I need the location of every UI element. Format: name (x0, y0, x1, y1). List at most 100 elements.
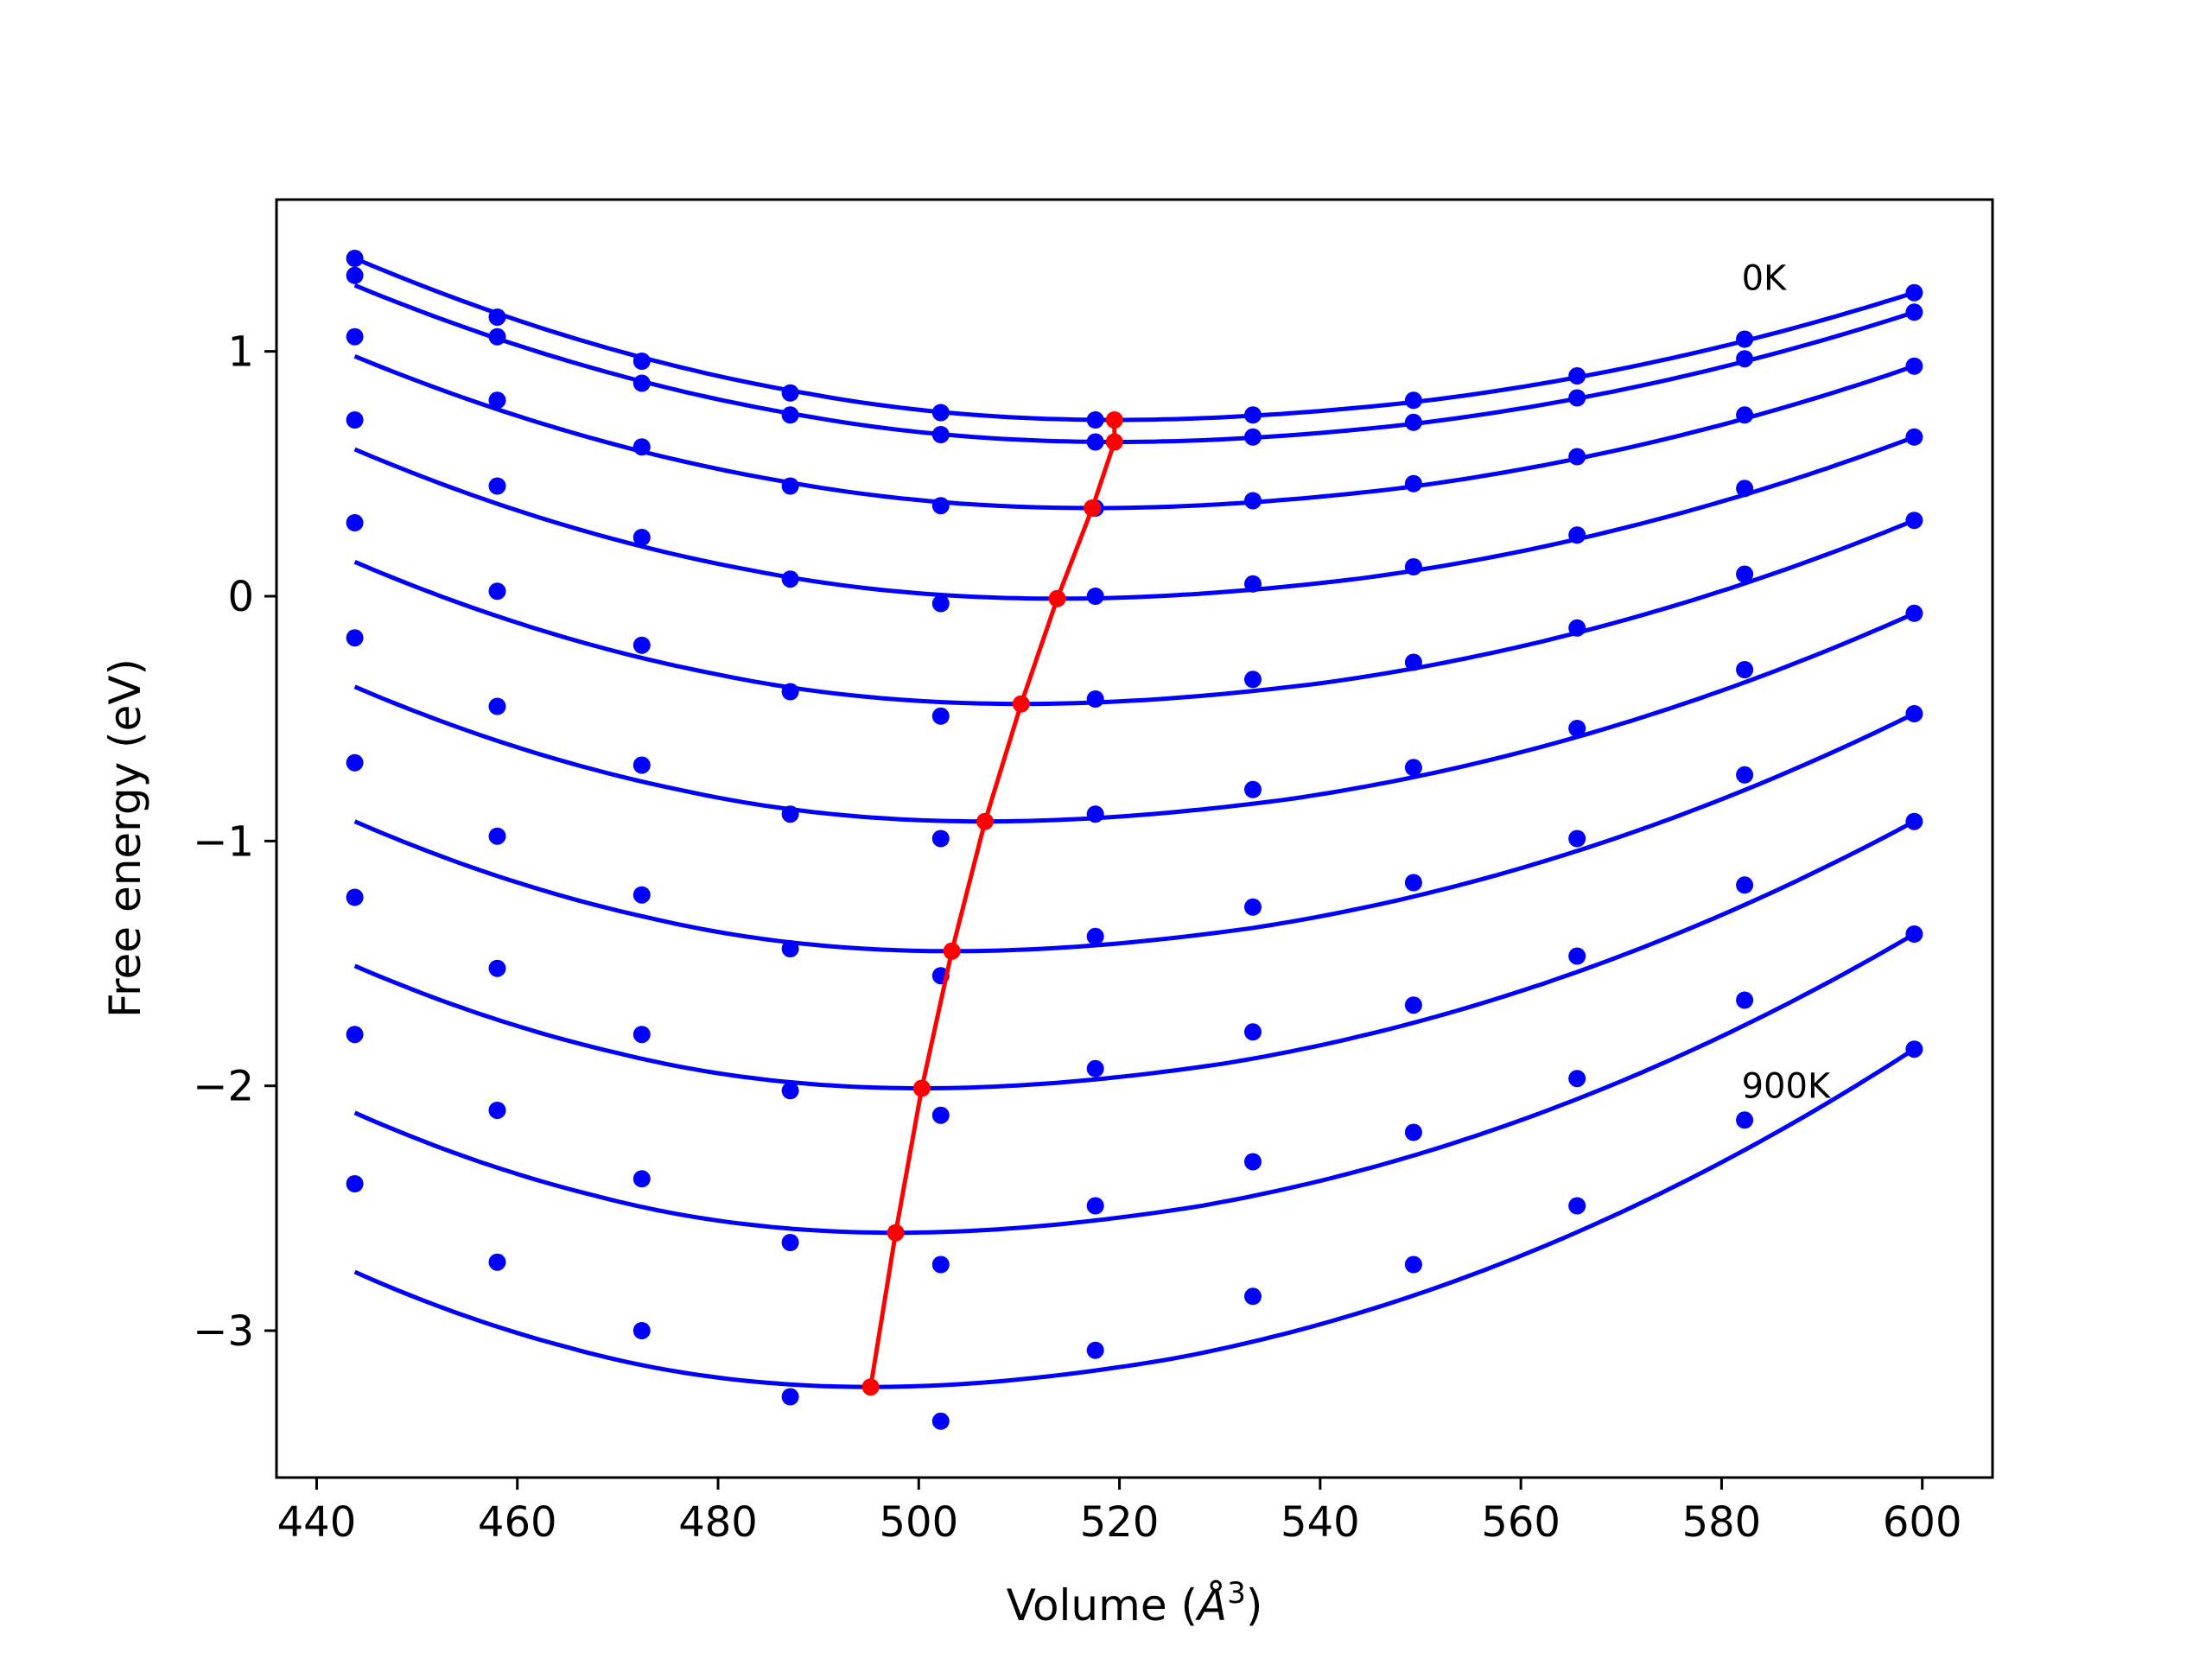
data-point (781, 683, 799, 701)
data-point (931, 1412, 950, 1430)
data-point (632, 529, 651, 546)
data-point (1568, 389, 1586, 407)
data-point (931, 497, 950, 515)
data-point (1244, 780, 1262, 798)
data-point (781, 1082, 799, 1100)
data-point (931, 830, 950, 848)
data-point (781, 384, 799, 402)
data-point (1404, 759, 1422, 777)
data-point (1086, 1059, 1104, 1077)
x-tick-label: 500 (879, 1498, 958, 1547)
data-point (1404, 391, 1422, 410)
data-point (632, 1170, 651, 1188)
data-point (1568, 1070, 1586, 1088)
data-point (1905, 1040, 1923, 1058)
data-point (632, 886, 651, 904)
data-point (781, 406, 799, 424)
data-point (632, 1026, 651, 1044)
data-point (1244, 406, 1262, 424)
data-point (1086, 1197, 1104, 1215)
fit-curve-4 (353, 518, 1916, 707)
data-point (1086, 588, 1104, 605)
data-point (632, 438, 651, 456)
minimum-point (912, 1079, 931, 1097)
data-point (1736, 1111, 1754, 1129)
x-tick-label: 600 (1883, 1498, 1962, 1547)
axes-frame (275, 198, 1994, 1479)
data-point (346, 1175, 364, 1192)
data-point (488, 477, 506, 495)
data-point (1404, 1255, 1422, 1274)
data-point (781, 940, 799, 957)
fit-curve-5 (353, 611, 1916, 824)
data-point (346, 888, 364, 906)
minima-line (868, 420, 1117, 1388)
x-tick-label: 460 (478, 1498, 557, 1547)
data-point (488, 1253, 506, 1271)
data-point (1244, 575, 1262, 593)
annotation-label: 900K (1742, 1067, 1832, 1107)
y-tick-label: 0 (227, 573, 254, 621)
data-point (1568, 448, 1586, 466)
minimum-point (1048, 589, 1066, 607)
data-point (346, 1026, 364, 1044)
data-point (1736, 406, 1754, 424)
data-point (1244, 898, 1262, 916)
x-tick-label: 540 (1281, 1498, 1360, 1547)
data-point (1568, 720, 1586, 737)
data-point (1086, 805, 1104, 823)
annotation-label: 0K (1742, 259, 1788, 299)
data-point (1568, 947, 1586, 965)
fit-curve-3 (353, 435, 1916, 601)
data-point (1404, 558, 1422, 575)
data-point (1905, 925, 1923, 943)
data-point (1244, 428, 1262, 446)
data-point (488, 327, 506, 346)
minimum-point (1105, 411, 1123, 429)
data-point (1736, 661, 1754, 678)
data-point (1568, 619, 1586, 637)
fit-curve-1 (353, 283, 1916, 444)
data-point (931, 594, 950, 613)
y-tick-label: 1 (227, 328, 254, 377)
data-point (931, 1255, 950, 1274)
data-point (781, 805, 799, 823)
plot-area: 0K 900K (346, 250, 1923, 1430)
data-point (1736, 766, 1754, 784)
data-point (1905, 428, 1923, 446)
data-point (1404, 653, 1422, 671)
data-point (1905, 705, 1923, 722)
data-point (346, 327, 364, 346)
data-point (1905, 604, 1923, 622)
data-point (632, 374, 651, 392)
data-point (1244, 1153, 1262, 1171)
data-point (632, 636, 651, 654)
data-point (488, 827, 506, 845)
data-point (1568, 367, 1586, 385)
data-point (1404, 474, 1422, 493)
x-tick-label: 560 (1481, 1498, 1560, 1547)
data-point (1086, 927, 1104, 945)
y-tick-label: −1 (193, 817, 254, 866)
fit-curve-7 (353, 819, 1916, 1090)
data-point (1404, 413, 1422, 431)
data-point (632, 353, 651, 370)
data-point (1905, 357, 1923, 375)
data-point (488, 582, 506, 601)
data-point (1086, 433, 1104, 451)
data-point (1086, 690, 1104, 708)
data-point (488, 308, 506, 326)
y-tick-label: −2 (193, 1063, 254, 1111)
x-tick-label: 480 (678, 1498, 758, 1547)
data-point (1568, 830, 1586, 848)
data-point (781, 1234, 799, 1251)
minimum-point (861, 1378, 880, 1396)
minimum-point (1084, 499, 1102, 517)
minimum-point (1012, 695, 1030, 713)
data-point (1905, 812, 1923, 830)
data-point (346, 514, 364, 531)
data-point (1244, 1023, 1262, 1041)
axis-ticks: 440 460 480 500 520 540 560 580 600 1 0 −1 −2 −3 (193, 328, 1961, 1547)
data-point (1244, 1287, 1262, 1306)
